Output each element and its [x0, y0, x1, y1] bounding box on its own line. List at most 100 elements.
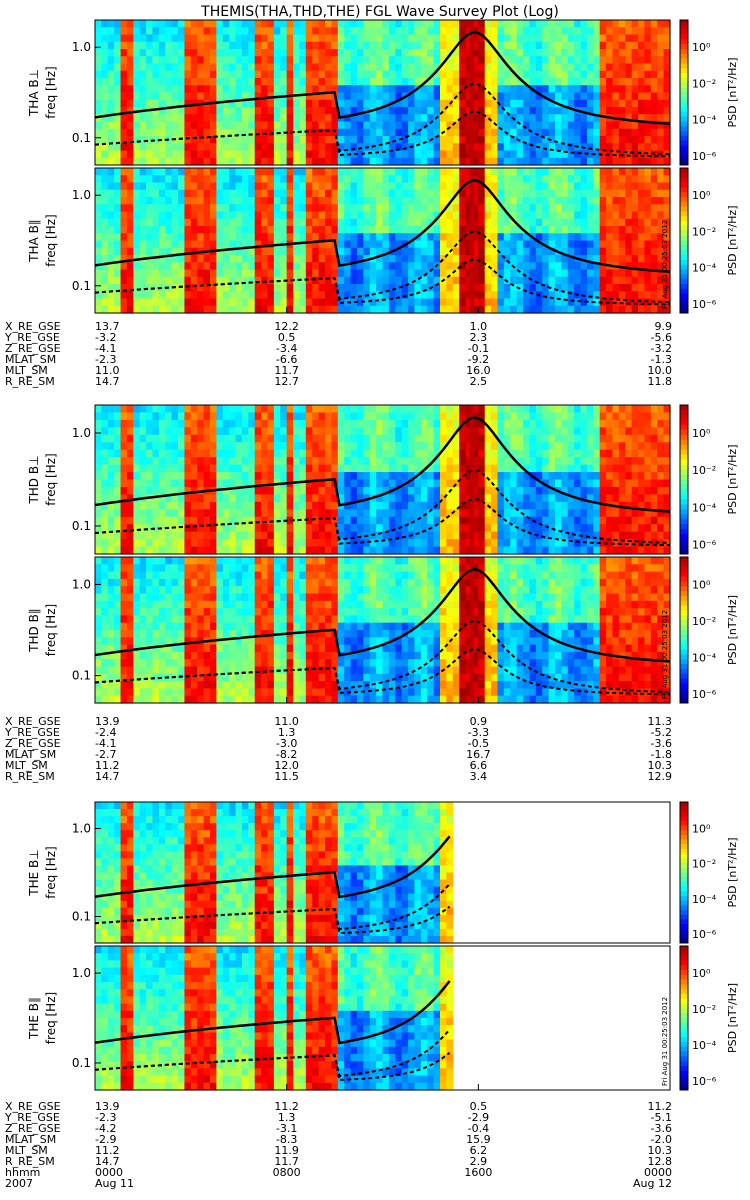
spectrogram-cell	[644, 136, 652, 144]
spectrogram-cell	[446, 262, 454, 271]
spectrogram-cell	[95, 150, 102, 159]
spectrogram-cell	[101, 262, 109, 271]
spectrogram-cell	[650, 175, 658, 184]
spectrogram-cell	[618, 128, 626, 137]
spectrogram-cell	[178, 479, 186, 488]
spectrogram-cell	[663, 189, 671, 198]
spectrogram-cell	[408, 175, 416, 184]
spectrogram-cell	[484, 197, 492, 205]
spectrogram-cell	[427, 182, 435, 191]
spectrogram-cell	[299, 114, 307, 123]
spectrogram-cell	[293, 262, 301, 271]
spectrogram-cell	[638, 34, 646, 43]
spectrogram-cell	[497, 204, 505, 213]
spectrogram-cell	[433, 284, 441, 292]
spectrogram-cell	[325, 175, 332, 184]
colorbar-swatch	[680, 182, 688, 188]
spectrogram-cell	[625, 34, 633, 43]
spectrogram-cell	[344, 486, 352, 495]
spectrogram-cell	[631, 262, 639, 271]
spectrogram-cell	[638, 175, 646, 184]
spectrogram-cell	[222, 516, 230, 525]
spectrogram-cell	[401, 247, 409, 256]
spectrogram-cell	[491, 247, 499, 256]
spectrogram-cell	[222, 531, 230, 540]
spectrogram-cell	[452, 298, 460, 307]
spectrogram-cell	[427, 262, 435, 271]
spectrogram-cell	[644, 92, 652, 101]
spectrogram-cell	[273, 20, 281, 28]
spectrogram-cell	[210, 182, 217, 191]
spectrogram-cell	[478, 247, 486, 256]
spectrogram-cell	[248, 427, 256, 436]
spectrogram-cell	[241, 276, 249, 285]
spectrogram-cell	[395, 34, 403, 43]
spectrogram-cell	[299, 150, 307, 159]
spectrogram-cell	[452, 99, 460, 108]
spectrogram-cell	[305, 291, 313, 300]
spectrogram-cell	[388, 136, 396, 144]
spectrogram-cell	[586, 262, 594, 271]
spectrogram-cell	[293, 546, 301, 555]
spectrogram-cell	[510, 143, 518, 152]
spectrogram-cell	[376, 247, 384, 256]
spectrogram-cell	[446, 70, 454, 79]
spectrogram-cell	[363, 204, 371, 213]
spectrogram-cell	[305, 240, 313, 249]
spectrogram-cell	[644, 34, 652, 43]
spectrogram-cell	[593, 20, 601, 28]
spectrogram-cell	[593, 284, 601, 292]
spectrogram-cell	[350, 247, 358, 256]
spectrogram-cell	[280, 509, 288, 518]
spectrogram-cell	[197, 494, 205, 503]
spectrogram-cell	[497, 107, 505, 115]
spectrogram-cell	[401, 189, 409, 198]
spectrogram-cell	[344, 464, 352, 473]
spectrogram-cell	[267, 226, 275, 234]
spectrogram-cell	[440, 405, 447, 414]
spectrogram-cell	[318, 509, 326, 518]
spectrogram-cell	[325, 143, 332, 152]
spectrogram-cell	[503, 78, 511, 86]
spectrogram-cell	[369, 539, 377, 548]
spectrogram-cell	[344, 157, 352, 166]
spectrogram-cell	[427, 63, 435, 72]
spectrogram-cell	[657, 240, 665, 249]
spectrogram-cell	[222, 457, 230, 466]
spectrogram-cell	[388, 78, 396, 86]
spectrogram-cell	[203, 211, 211, 220]
spectrogram-cell	[395, 218, 403, 227]
spectrogram-cell	[580, 182, 588, 191]
spectrogram-cell	[369, 419, 377, 428]
spectrogram-cell	[331, 136, 339, 144]
spectrogram-cell	[101, 85, 109, 94]
spectrogram-cell	[133, 85, 141, 94]
spectrogram-cell	[356, 457, 364, 466]
spectrogram-cell	[101, 546, 109, 555]
spectrogram-cell	[293, 298, 301, 307]
spectrogram-cell	[369, 240, 377, 249]
spectrogram-cell	[165, 27, 173, 36]
spectrogram-cell	[120, 99, 128, 108]
spectrogram-cell	[542, 92, 550, 101]
spectrogram-cell	[261, 78, 269, 86]
spectrogram-cell	[497, 157, 505, 166]
spectrogram-cell	[107, 449, 115, 458]
orbit-value: -5.6	[651, 331, 672, 344]
spectrogram-cell	[344, 143, 352, 152]
spectrogram-cell	[261, 546, 269, 555]
spectrogram-cell	[222, 150, 230, 159]
spectrogram-cell	[241, 157, 249, 166]
spectrogram-cell	[241, 509, 249, 518]
spectrogram-cell	[465, 49, 473, 57]
spectrogram-cell	[440, 211, 447, 220]
spectrogram-cell	[414, 107, 422, 115]
spectrogram-cell	[350, 305, 358, 314]
spectrogram-cell	[299, 255, 307, 263]
spectrogram-cell	[114, 99, 122, 108]
spectrogram-cell	[471, 27, 479, 36]
spectrogram-cell	[299, 509, 307, 518]
spectrogram-cell	[542, 168, 550, 176]
spectrogram-cell	[299, 34, 307, 43]
spectrogram-cell	[388, 305, 396, 314]
